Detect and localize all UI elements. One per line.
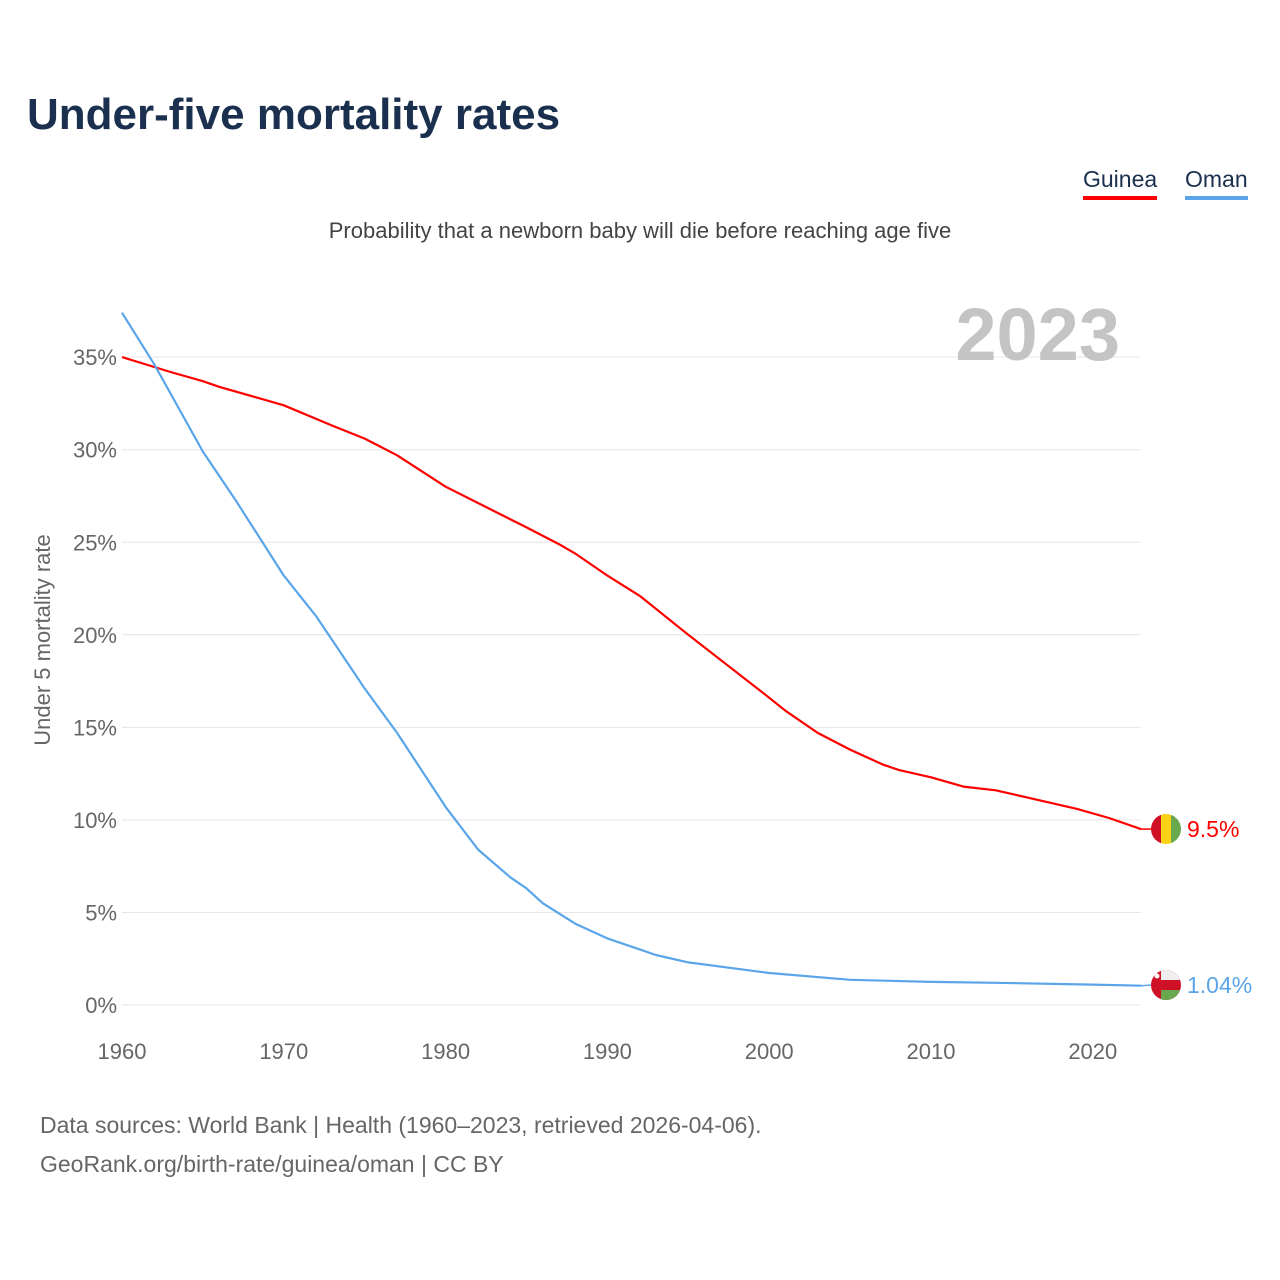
- y-tick-label: 10%: [73, 808, 117, 833]
- y-tick-label: 20%: [73, 623, 117, 648]
- x-tick-label: 2020: [1068, 1039, 1117, 1064]
- end-value-label: 1.04%: [1187, 972, 1252, 998]
- legend-oman[interactable]: Oman: [1185, 166, 1248, 200]
- leader-line: [1141, 984, 1153, 987]
- series-line-guinea: [121, 356, 1142, 831]
- oman-flag-icon: [1151, 970, 1181, 1000]
- x-tick-label: 2000: [745, 1039, 794, 1064]
- y-axis-label: Under 5 mortality rate: [30, 534, 55, 746]
- source-link[interactable]: GeoRank.org/birth-rate/guinea/oman | CC …: [40, 1151, 504, 1177]
- series-line-oman: [121, 312, 1142, 987]
- x-tick-label: 1960: [98, 1039, 147, 1064]
- source-note: Data sources: World Bank | Health (1960–…: [40, 1106, 762, 1184]
- guinea-flag-icon: [1151, 814, 1181, 844]
- y-tick-label: 30%: [73, 438, 117, 463]
- y-tick-label: 0%: [85, 993, 117, 1018]
- x-tick-label: 1970: [259, 1039, 308, 1064]
- year-label: 2023: [955, 293, 1120, 376]
- source-line: Data sources: World Bank | Health (1960–…: [40, 1112, 762, 1138]
- legend-guinea[interactable]: Guinea: [1083, 166, 1158, 200]
- y-tick-label: 5%: [85, 900, 117, 925]
- x-tick-label: 1990: [583, 1039, 632, 1064]
- y-tick-label: 35%: [73, 345, 117, 370]
- chart-title: Under-five mortality rates: [27, 90, 561, 139]
- y-tick-label: 25%: [73, 530, 117, 555]
- end-value-label: 9.5%: [1187, 816, 1239, 842]
- x-tick-label: 1980: [421, 1039, 470, 1064]
- y-tick-label: 15%: [73, 715, 117, 740]
- x-tick-label: 2010: [907, 1039, 956, 1064]
- chart-subtitle: Probability that a newborn baby will die…: [328, 218, 952, 243]
